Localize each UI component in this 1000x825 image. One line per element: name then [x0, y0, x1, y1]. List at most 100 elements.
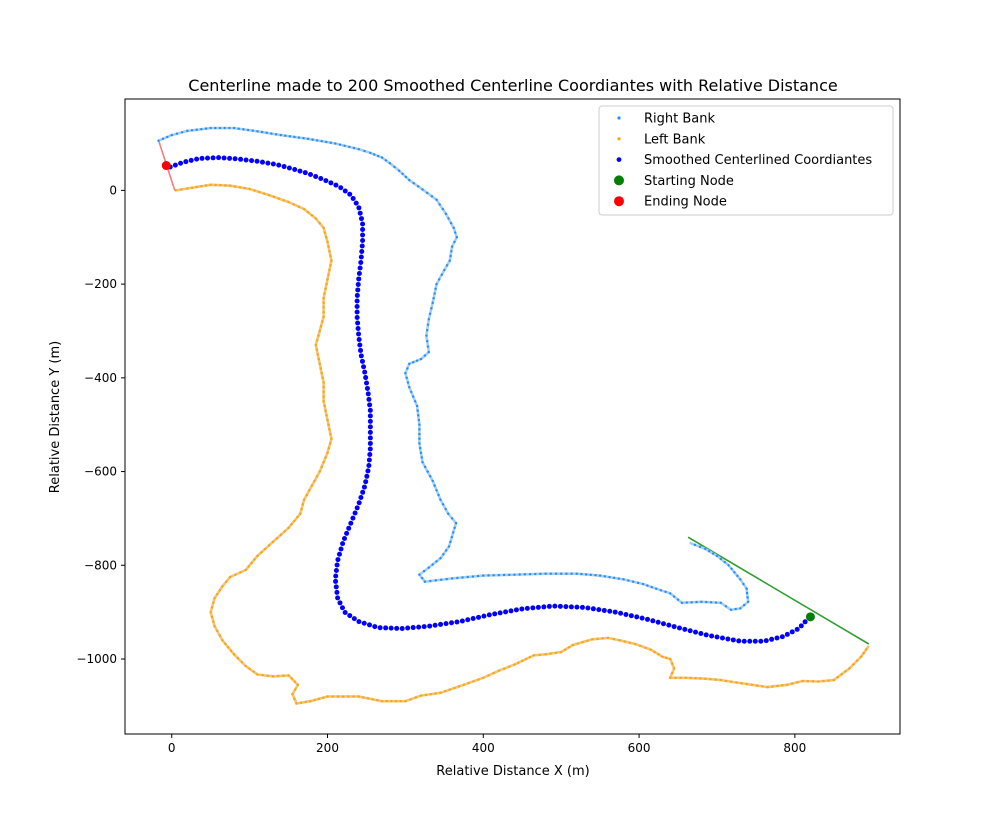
centerline-point — [281, 164, 287, 170]
left-bank-point — [414, 696, 417, 699]
right-bank-point — [502, 573, 506, 577]
left-bank-point — [215, 629, 219, 633]
left-bank-point — [190, 186, 194, 189]
right-bank-point — [448, 259, 451, 262]
right-bank-point — [636, 581, 640, 585]
centerline-point — [394, 625, 400, 631]
left-bank-point — [324, 409, 327, 412]
centerline-point — [308, 171, 314, 177]
left-bank-point — [399, 699, 402, 703]
centerline-point — [454, 619, 460, 625]
centerline-point — [358, 254, 364, 260]
right-bank-point — [325, 140, 328, 144]
left-bank-point — [639, 644, 642, 648]
centerline-point — [601, 607, 607, 613]
centerline-point — [364, 380, 370, 386]
left-bank-point — [669, 676, 672, 679]
centerline-point — [367, 435, 373, 441]
x-axis-label: Relative Distance X (m) — [436, 764, 589, 779]
left-bank-point — [771, 685, 774, 688]
right-bank-point — [270, 132, 273, 135]
y-tick-label: 0 — [109, 183, 117, 197]
centerline-point — [352, 510, 358, 516]
left-bank-point — [318, 470, 321, 473]
left-bank-point — [275, 537, 279, 540]
left-bank-point — [321, 320, 324, 323]
left-bank-point — [684, 676, 688, 679]
left-bank-point — [336, 695, 340, 698]
centerline-point — [344, 530, 350, 536]
right-bank-point — [709, 601, 713, 604]
right-bank-point — [428, 312, 432, 315]
centerline-point — [366, 457, 372, 463]
right-bank-point — [719, 601, 723, 604]
right-bank-point — [352, 146, 356, 150]
right-bank-point — [724, 605, 728, 608]
right-bank-point — [195, 128, 198, 131]
left-bank-point — [502, 667, 506, 670]
left-bank-point — [689, 676, 692, 680]
left-bank-point — [329, 254, 332, 258]
left-bank-point — [267, 193, 271, 197]
left-bank-point — [322, 696, 325, 699]
left-bank-point — [855, 659, 859, 662]
left-bank-point — [290, 523, 293, 526]
left-bank-point — [212, 601, 215, 604]
right-bank-point — [423, 465, 427, 469]
left-bank-point — [331, 695, 334, 698]
centerline-point — [358, 353, 364, 359]
centerline-point — [377, 625, 383, 631]
right-bank-point — [186, 129, 189, 133]
right-bank-point — [429, 579, 432, 583]
left-bank-point — [618, 639, 621, 642]
centerline-point — [359, 243, 365, 249]
left-bank-point — [832, 678, 835, 682]
right-bank-point — [680, 601, 684, 604]
right-bank-point — [733, 571, 736, 574]
centerline-point — [348, 520, 354, 526]
centerline-point — [357, 342, 363, 348]
right-bank-point — [175, 132, 179, 135]
centerline-point — [687, 628, 693, 634]
left-bank-point — [571, 643, 575, 647]
left-bank-point — [326, 695, 329, 698]
left-bank-point — [320, 371, 323, 375]
left-bank-point — [322, 395, 325, 398]
centerline-point — [410, 625, 416, 631]
left-bank-point — [325, 236, 328, 239]
left-bank-line — [175, 183, 870, 705]
left-bank-point — [219, 184, 222, 187]
centerline-point — [519, 606, 525, 612]
x-tick-label: 200 — [316, 741, 339, 755]
left-bank-point — [213, 625, 216, 628]
centerline-point — [338, 546, 344, 552]
centerline-point — [481, 613, 487, 619]
centerline-point — [367, 424, 373, 430]
centerline-point — [524, 605, 530, 611]
left-bank-point — [704, 677, 707, 680]
right-bank-point — [440, 578, 443, 581]
right-bank-point — [693, 543, 697, 547]
right-bank-point — [438, 203, 441, 206]
centerline-point — [347, 613, 353, 619]
right-bank-point — [707, 550, 711, 553]
centerline-point — [367, 451, 373, 457]
right-bank-point — [437, 278, 441, 281]
left-bank-point — [429, 692, 432, 696]
right-bank-point — [214, 126, 217, 130]
right-bank-point — [445, 264, 449, 267]
left-bank-point — [606, 636, 610, 640]
right-bank-point — [410, 390, 413, 394]
right-bank-point — [411, 361, 415, 364]
left-bank-point — [322, 390, 325, 394]
right-bank-point — [428, 475, 432, 478]
left-bank-point — [256, 554, 259, 558]
left-bank-point — [263, 192, 266, 195]
left-bank-point — [271, 675, 275, 678]
centerline-point — [342, 188, 348, 194]
centerline-point — [372, 624, 378, 630]
left-bank-point — [714, 678, 717, 681]
right-bank-point — [449, 540, 452, 544]
centerline-point — [476, 614, 482, 620]
centerline-point — [333, 584, 339, 590]
